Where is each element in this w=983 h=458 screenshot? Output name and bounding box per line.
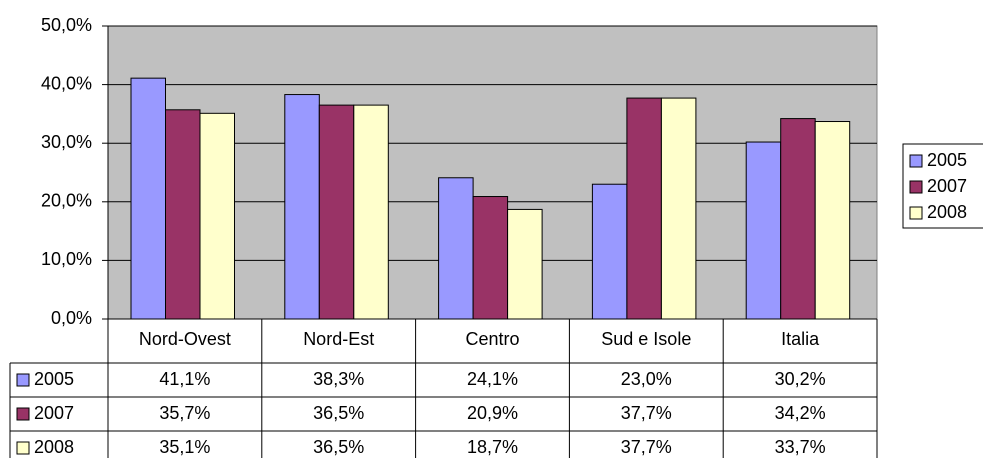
table-row-label: 2007 xyxy=(34,403,74,423)
data-label: 30,2% xyxy=(775,369,826,389)
y-tick-label: 50,0% xyxy=(41,15,92,35)
bar xyxy=(318,104,355,320)
bar xyxy=(626,97,662,320)
data-label: 33,7% xyxy=(775,437,826,457)
data-label: 35,1% xyxy=(159,437,210,457)
bar xyxy=(507,208,543,320)
bar xyxy=(130,77,166,320)
x-tick-label: Nord-Est xyxy=(303,329,374,349)
bar xyxy=(814,121,851,320)
table-legend-key xyxy=(16,441,30,455)
bar xyxy=(660,97,697,320)
bar xyxy=(284,94,320,320)
x-tick-label: Centro xyxy=(465,329,519,349)
legend-label: 2007 xyxy=(927,176,967,196)
data-label: 24,1% xyxy=(467,369,518,389)
data-label: 36,5% xyxy=(313,403,364,423)
bar xyxy=(438,177,474,320)
bar xyxy=(591,183,628,320)
bar xyxy=(353,104,389,320)
data-label: 35,7% xyxy=(159,403,210,423)
y-tick-label: 40,0% xyxy=(41,73,92,93)
data-label: 20,9% xyxy=(467,403,518,423)
data-label: 18,7% xyxy=(467,437,518,457)
data-label: 34,2% xyxy=(775,403,826,423)
y-tick-label: 20,0% xyxy=(41,191,92,211)
data-label: 37,7% xyxy=(621,437,672,457)
bar xyxy=(472,196,509,320)
table-legend-key xyxy=(16,373,30,387)
legend-key xyxy=(909,154,923,168)
legend-label: 2005 xyxy=(927,150,967,170)
bar xyxy=(165,109,201,320)
data-label: 23,0% xyxy=(621,369,672,389)
table-legend-key xyxy=(16,407,30,421)
data-label: 36,5% xyxy=(313,437,364,457)
x-tick-label: Italia xyxy=(781,329,820,349)
x-tick-label: Sud e Isole xyxy=(601,329,691,349)
legend-key xyxy=(909,206,923,220)
y-tick-label: 0,0% xyxy=(51,308,92,328)
data-label: 38,3% xyxy=(313,369,364,389)
bar xyxy=(199,112,235,320)
data-label: 41,1% xyxy=(159,369,210,389)
table-row-label: 2005 xyxy=(34,369,74,389)
bar xyxy=(780,118,816,320)
data-label: 37,7% xyxy=(621,403,672,423)
bar xyxy=(745,141,782,320)
legend-label: 2008 xyxy=(927,202,967,222)
table-row-label: 2008 xyxy=(34,437,74,457)
x-tick-label: Nord-Ovest xyxy=(139,329,231,349)
legend-key xyxy=(909,180,923,194)
y-tick-label: 30,0% xyxy=(41,132,92,152)
y-tick-label: 10,0% xyxy=(41,249,92,269)
